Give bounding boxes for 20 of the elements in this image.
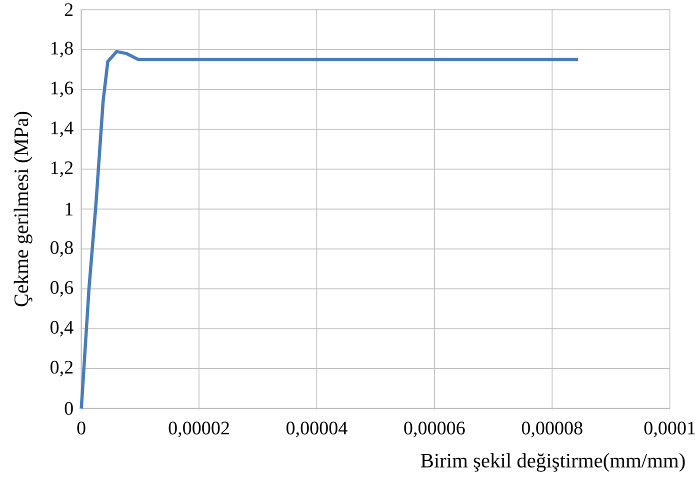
y-tick-label: 1,2 — [51, 161, 73, 178]
x-tick-label: 0 — [77, 422, 86, 435]
y-tick-label: 0,2 — [50, 360, 73, 376]
y-tick-label: 0,8 — [50, 241, 73, 257]
x-tick-label: 0,00006 — [404, 422, 465, 438]
y-tick-label: 1,8 — [51, 42, 73, 58]
y-tick-label: 1 — [66, 202, 72, 216]
x-tick-label: 0,00008 — [522, 422, 582, 438]
line-series — [80, 50, 580, 410]
y-axis-title: Çekme gerilmesi (MPa) — [14, 112, 32, 306]
y-tick-label: 0,4 — [50, 320, 74, 337]
x-tick-label: 0,0001 — [644, 422, 695, 438]
y-tick-label: 2 — [64, 3, 73, 16]
x-axis-title: Birim şekil değiştirme(mm/mm) — [420, 453, 685, 472]
y-tick-label: 1,6 — [51, 82, 74, 98]
x-tick-label: 0,00002 — [168, 422, 229, 438]
y-tick-label: 0,6 — [50, 281, 74, 297]
y-tick-label: 1,4 — [51, 122, 74, 138]
x-tick-label: 0,00004 — [286, 422, 348, 438]
y-tick-label: 0 — [64, 402, 73, 415]
